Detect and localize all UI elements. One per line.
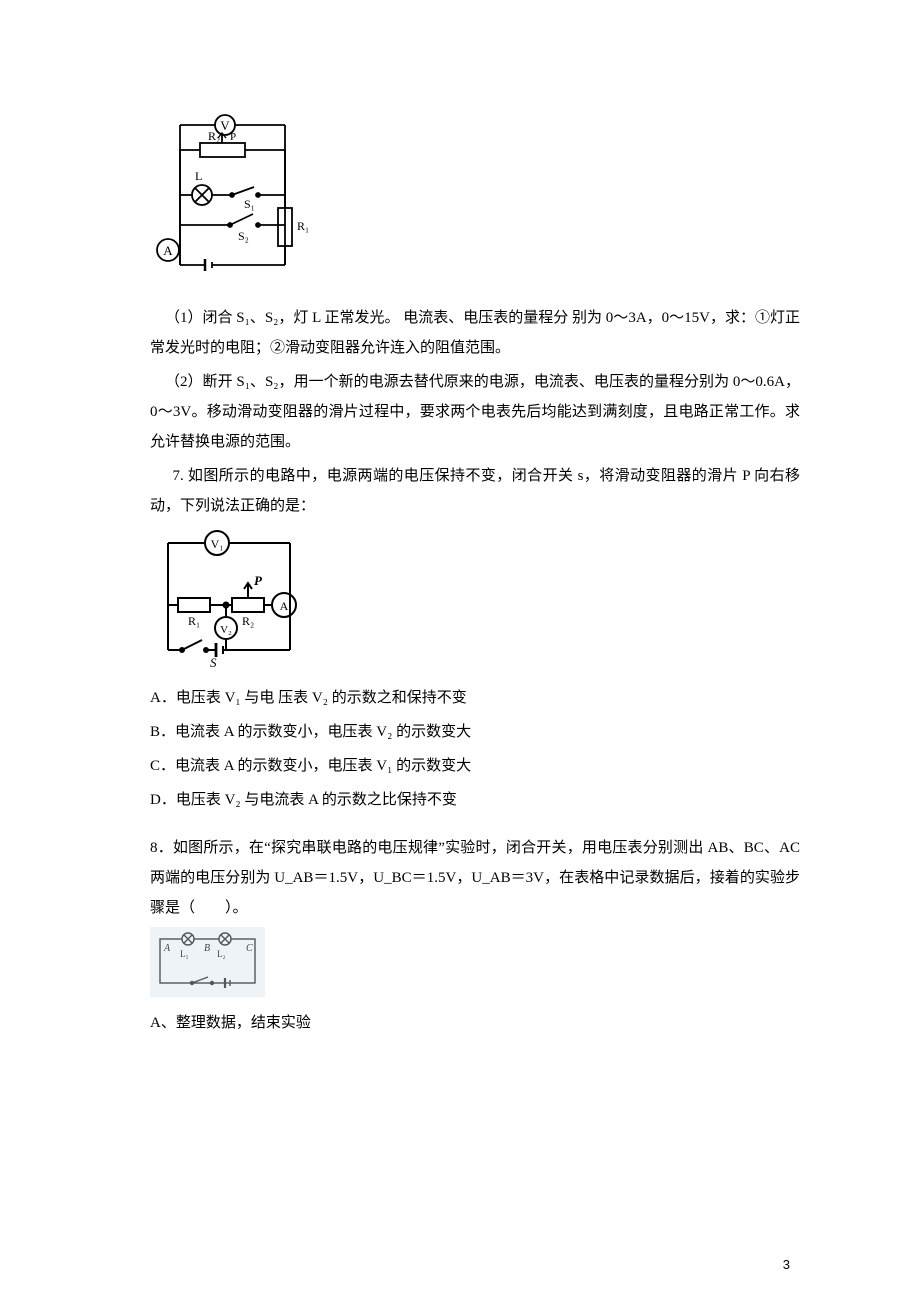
r2-label-2: R₂ [242,614,254,628]
r1-label: R₁ [297,219,309,233]
l-label: L [195,169,202,183]
q7-option-b: B．电流表 A 的示数变小，电压表 V₂ 的示数变大 [150,717,800,747]
q7-option-c: C．电流表 A 的示数变小，电压表 V₁ 的示数变大 [150,751,800,781]
question-7-stem: 7. 如图所示的电路中，电源两端的电压保持不变，闭合开关 s，将滑动变阻器的滑片… [150,461,800,521]
r1-label-2: R₁ [188,614,200,628]
spacer [150,819,800,829]
c3-c: C [246,943,253,954]
p-label-2: P [254,573,263,588]
ammeter-label: A [163,243,173,258]
q7-option-a: A．电压表 V₁ 与电 压表 V₂ 的示数之和保持不变 [150,683,800,713]
question-part-2: （2）断开 S₁、S₂，用一个新的电源去替代原来的电源，电流表、电压表的量程分别… [150,367,800,457]
c3-l2: L₂ [217,949,226,959]
a-label-2: A [280,599,289,613]
v2-label: V₂ [220,624,232,636]
circuit-diagram-3: A B C L₁ L₂ [150,927,800,1002]
q7-option-d: D．电压表 V₂ 与电流表 A 的示数之比保持不变 [150,785,800,815]
circuit-diagram-1: V R₂ P L [150,110,800,295]
page-number: 3 [783,1257,790,1272]
c3-b: B [204,943,210,954]
circuit-diagram-2: V₁ R₁ R₂ P A [150,525,800,675]
question-8-stem: 8．如图所示，在“探究串联电路的电压规律”实验时，闭合开关，用电压表分别测出 A… [150,833,800,923]
s1-label: S₁ [244,197,255,211]
q8-option-a: A、整理数据，结束实验 [150,1008,800,1038]
c3-a: A [163,943,171,954]
v1-label: V₁ [211,537,224,551]
s2-label: S₂ [238,229,249,243]
page: V R₂ P L [0,0,920,1302]
r2-label: R₂ [208,129,220,143]
voltmeter-label: V [220,118,230,133]
p-label: P [230,131,236,143]
question-part-1: （1）闭合 S₁、S₂，灯 L 正常发光。 电流表、电压表的量程分 别为 0～3… [150,303,800,363]
s-label: S [210,655,217,670]
c3-l1: L₁ [180,949,189,959]
